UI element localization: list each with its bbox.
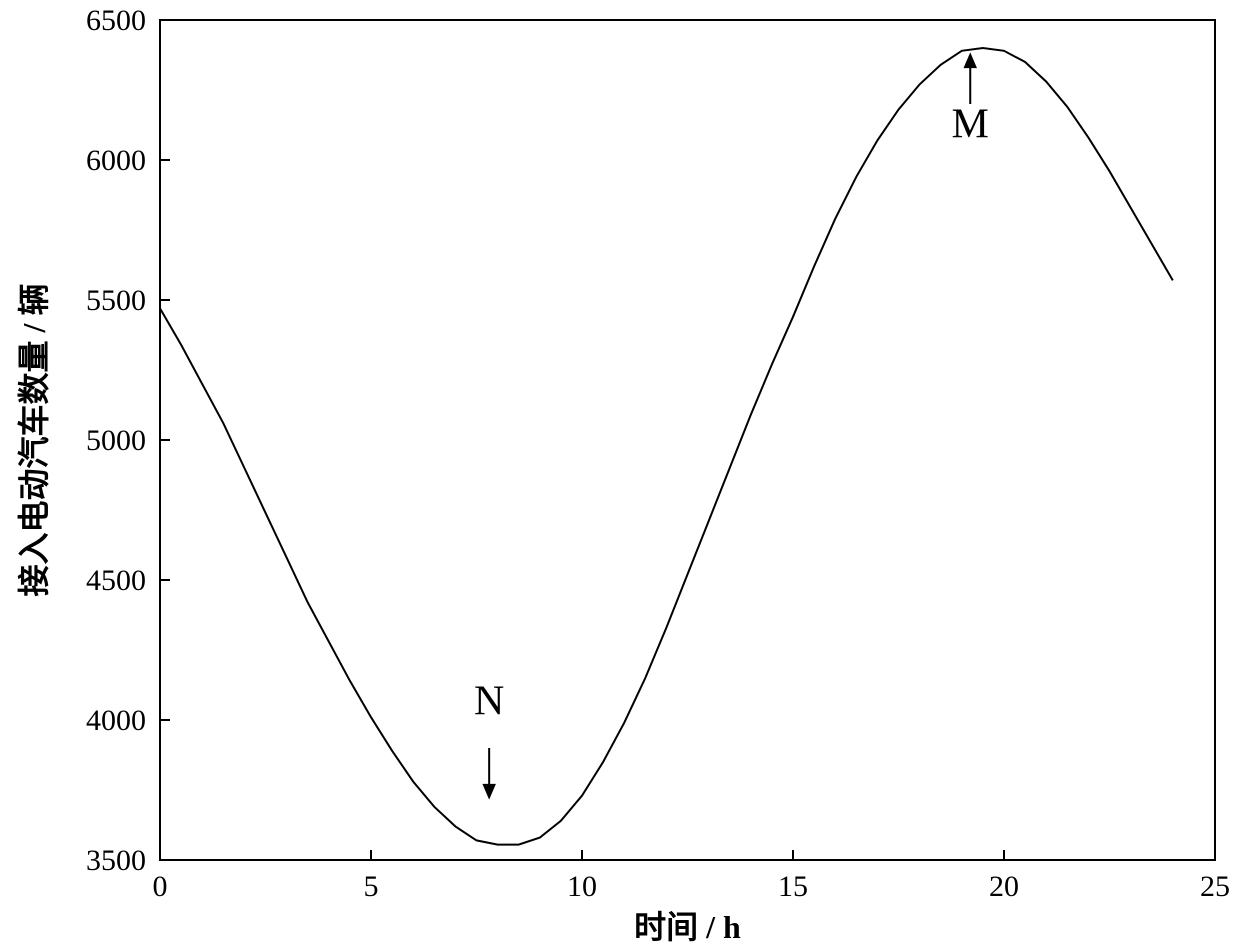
- chart-container: 0 5 10 15 20 25 3500 4000 4500 5000 5500 6000 6500 时间…: [0, 0, 1239, 947]
- y-tick-label: 4500: [86, 564, 146, 597]
- x-tick-label: 5: [364, 870, 379, 903]
- data-line: [160, 48, 1173, 845]
- x-tick-label: 10: [567, 870, 597, 903]
- y-tick-label: 5000: [86, 424, 146, 457]
- annotation-label-N: N: [474, 678, 504, 724]
- x-tick-label: 25: [1200, 870, 1230, 903]
- x-tick-label: 0: [153, 870, 168, 903]
- y-tick-label: 6000: [86, 144, 146, 177]
- x-axis-label: 时间 / h: [634, 909, 741, 945]
- y-tick-label: 4000: [86, 704, 146, 737]
- annotation-arrowhead: [964, 54, 976, 68]
- y-tick-label: 6500: [86, 4, 146, 37]
- y-tick-label: 3500: [86, 844, 146, 877]
- y-axis-label: 接入电动汽车数量 / 辆: [16, 284, 52, 597]
- annotation-arrowhead: [483, 784, 495, 798]
- x-tick-label: 20: [989, 870, 1019, 903]
- y-tick-label: 5500: [86, 284, 146, 317]
- line-chart: 0 5 10 15 20 25 3500 4000 4500 5000 5500 6000 6500 时间…: [0, 0, 1239, 947]
- annotation-label-M: M: [952, 102, 989, 148]
- plot-box: [160, 20, 1215, 860]
- x-tick-label: 15: [778, 870, 808, 903]
